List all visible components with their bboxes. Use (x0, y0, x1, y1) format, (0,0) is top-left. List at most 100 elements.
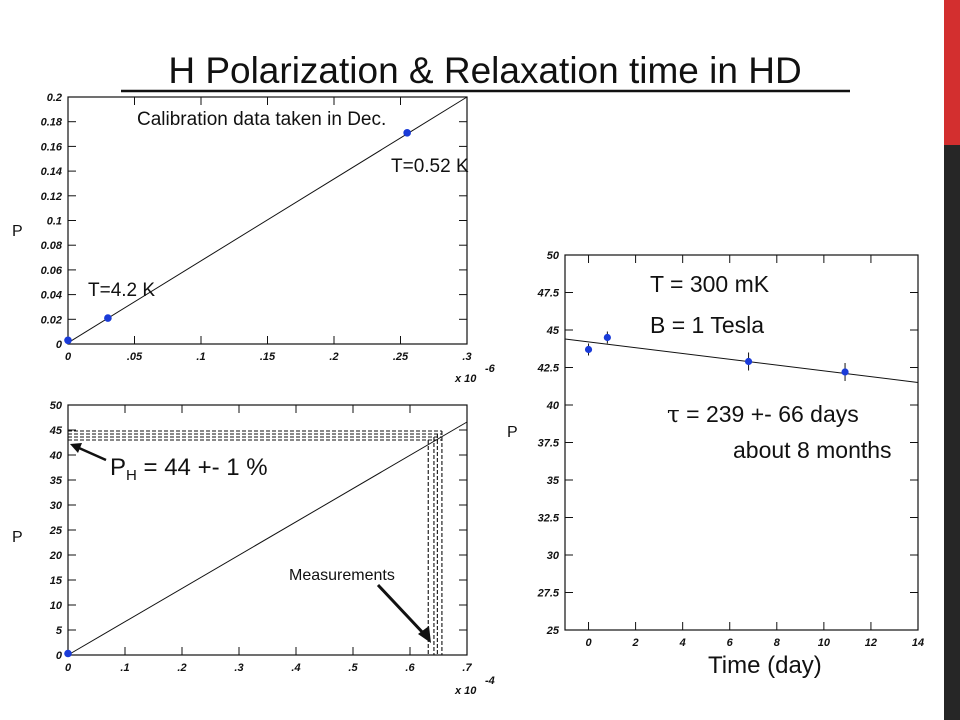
calibration-y-tick-label: 0.04 (41, 290, 62, 302)
relaxation-ticks: 0 2 4 6 8 10 12 14 25 27.5 30 32.5 35 37.5 40 42.5 45 47.… (537, 250, 925, 649)
calibration-y-tick-label: 0 (56, 339, 63, 351)
calibration-y-tick-label: 0.2 (47, 92, 62, 104)
measurement-x-tick-label: .7 (462, 662, 472, 674)
calibration-x-tick-label: .1 (196, 351, 205, 363)
measurement-x-tick-label: .4 (291, 662, 300, 674)
relaxation-chart: 0 2 4 6 8 10 12 14 25 27.5 30 32.5 35 37.5 40 42.5 45 47.… (507, 250, 924, 679)
relaxation-y-tick-label: 47.5 (537, 288, 560, 300)
relaxation-point (744, 357, 753, 366)
relaxation-x-tick-label: 2 (632, 637, 639, 649)
measurement-y-tick-label: 35 (50, 475, 63, 487)
calibration-y-tick-label: 0.14 (41, 166, 62, 178)
calibration-y-tick-label: 0.06 (41, 265, 63, 277)
measurement-y-tick-label: 10 (50, 600, 63, 612)
relaxation-x-tick-label: 8 (774, 637, 781, 649)
relaxation-y-tick-label: 35 (547, 475, 560, 487)
relaxation-x-label: Time (day) (708, 652, 822, 679)
calibration-x-tick-label: .25 (393, 351, 409, 363)
measurement-y-tick-label: 50 (50, 400, 63, 412)
calibration-y-tick-label: 0.12 (41, 191, 62, 203)
calibration-chart: 0 .05 .1 .15 .2 .25 .3 0 0.02 0.04 0.06 0.08 0.1 0.12… (12, 92, 496, 385)
calibration-x-tick-label: .2 (329, 351, 338, 363)
label-t-052k: T=0.52 K (391, 156, 469, 177)
relaxation-y-label: P (507, 424, 518, 441)
measurement-y-tick-label: 30 (50, 500, 63, 512)
sidebar-accent-dark (944, 0, 960, 720)
calibration-x-tick-label: .05 (127, 351, 143, 363)
calibration-y-label: P (12, 223, 23, 240)
calibration-y-tick-label: 0.1 (47, 216, 62, 228)
tau-note: about 8 months (733, 437, 892, 463)
field-label: B = 1 Tesla (650, 312, 764, 338)
polarization-result-subscript: H (126, 467, 137, 484)
label-t-42k: T=4.2 K (88, 280, 155, 301)
calibration-x-tick-label: .3 (462, 351, 471, 363)
measurements-arrow-head (418, 626, 431, 643)
calibration-fit-line (67, 96, 468, 344)
measurement-y-tick-label: 45 (49, 425, 63, 437)
measurement-y-tick-label: 40 (49, 450, 63, 462)
calibration-point (403, 129, 411, 137)
measurement-x-tick-label: .5 (348, 662, 358, 674)
polarization-result-value: = 44 +- 1 % (137, 454, 268, 481)
relaxation-fit-line (564, 338, 919, 383)
measurement-x-tick-label: .2 (177, 662, 186, 674)
measurements-label: Measurements (289, 567, 395, 584)
relaxation-x-tick-label: 12 (865, 637, 877, 649)
calibration-x-exponent: -6 (485, 363, 496, 375)
measurement-x-tick-label: 0 (65, 662, 72, 674)
relaxation-point (841, 368, 849, 376)
calibration-y-tick-label: 0.16 (41, 141, 63, 153)
relaxation-marks (564, 331, 919, 383)
slide-title: H Polarization & Relaxation time in HD (168, 50, 801, 91)
measurement-x-tick-label: .3 (234, 662, 243, 674)
temperature-label: T = 300 mK (650, 271, 770, 297)
relaxation-y-tick-label: 45 (546, 325, 560, 337)
measurement-y-tick-label: 5 (56, 625, 63, 637)
measurement-y-tick-label: 25 (49, 525, 63, 537)
measurements-arrow (376, 583, 427, 637)
calibration-point (104, 314, 112, 322)
measurement-y-label: P (12, 529, 23, 546)
measurement-fit-line (67, 421, 468, 656)
calibration-y-tick-label: 0.18 (41, 117, 63, 129)
measurement-x-exponent: -4 (485, 675, 495, 687)
calibration-x-multiplier: x 10 (454, 373, 477, 385)
relaxation-point (603, 333, 611, 342)
relaxation-y-tick-label: 50 (547, 250, 560, 262)
polarization-result: PH = 44 +- 1 % (110, 454, 268, 484)
tau-symbol: τ (667, 402, 680, 428)
polarization-result-symbol: P (110, 454, 126, 481)
relaxation-y-tick-label: 42.5 (537, 363, 560, 375)
relaxation-x-tick-label: 14 (912, 637, 924, 649)
measurement-y-tick-label: 20 (49, 550, 63, 562)
calibration-marks (64, 96, 468, 345)
result-arrow (78, 446, 107, 462)
measurement-y-tick-label: 0 (56, 650, 63, 662)
calibration-x-tick-label: 0 (65, 351, 72, 363)
measurement-ticks: 0 .1 .2 .3 .4 .5 .6 .7 0 5 10 15 20 25 30 35 40 45 50 (49, 400, 473, 674)
measurement-x-multiplier: x 10 (454, 685, 477, 697)
calibration-y-tick-label: 0.08 (41, 240, 63, 252)
relaxation-point (584, 345, 593, 354)
calibration-x-tick-label: .15 (260, 351, 276, 363)
calibration-point (64, 336, 72, 345)
sidebar-accent-red (944, 0, 960, 145)
relaxation-y-tick-label: 27.5 (537, 588, 560, 600)
relaxation-y-tick-label: 37.5 (538, 438, 560, 450)
relaxation-x-tick-label: 6 (727, 637, 734, 649)
relaxation-y-tick-label: 32.5 (538, 513, 560, 525)
measurement-chart: 0 .1 .2 .3 .4 .5 .6 .7 0 5 10 15 20 25 30 35 40 45 50 P x … (12, 400, 495, 697)
calibration-y-tick-label: 0.02 (41, 314, 62, 326)
measurement-y-tick-label: 15 (50, 575, 63, 587)
result-arrow-head (70, 443, 82, 453)
calibration-note: Calibration data taken in Dec. (137, 109, 386, 130)
relaxation-y-tick-label: 40 (546, 400, 560, 412)
relaxation-x-tick-label: 4 (679, 637, 686, 649)
measurement-x-tick-label: .1 (120, 662, 129, 674)
tau-result: τ = 239 +- 66 days (667, 401, 859, 428)
measurement-x-tick-label: .6 (405, 662, 415, 674)
relaxation-y-tick-label: 30 (547, 550, 560, 562)
relaxation-x-tick-label: 0 (585, 637, 592, 649)
